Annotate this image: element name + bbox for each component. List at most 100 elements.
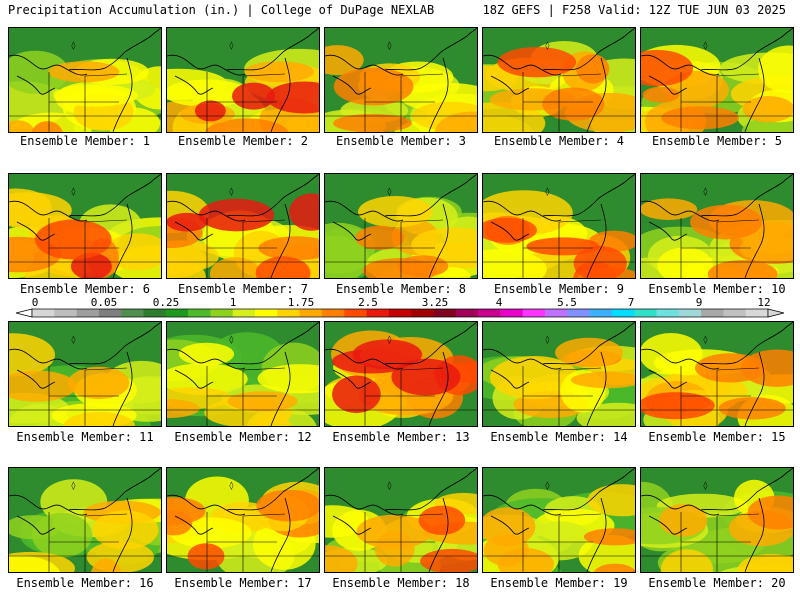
chart-title: Precipitation Accumulation (in.) | Colle… [8,3,435,17]
precipitation-map: ◊ [483,468,635,572]
state-borders [206,512,286,572]
marker-diamond-icon: ◊ [229,187,234,196]
lake-erie-ontario-outline [542,491,600,511]
marker-diamond-icon: ◊ [703,481,708,490]
marker-diamond-icon: ◊ [229,41,234,50]
ensemble-map-panel: ◊ [166,173,320,279]
precipitation-map: ◊ [9,174,161,278]
atlantic-coastline [428,497,449,572]
ensemble-member-label: Ensemble Member: 10 [648,282,786,296]
lake-erie-ontario-outline [68,51,126,71]
ensemble-map-panel: ◊ [482,321,636,427]
state-borders [680,72,760,132]
great-lakes-outline [483,348,562,370]
great-lakes-outline [641,348,720,370]
marker-diamond-icon: ◊ [545,41,550,50]
atlantic-coastline [270,497,291,572]
ensemble-member-label: Ensemble Member: 6 [19,282,151,296]
state-borders [680,218,760,278]
colorbar-swatch [411,309,434,317]
colorbar-swatch [522,309,546,317]
lake-erie-ontario-outline [700,197,758,217]
coastline-north [598,322,635,347]
ensemble-member-label: Ensemble Member: 13 [332,430,470,444]
colorbar-swatch [277,309,300,317]
marker-diamond-icon: ◊ [71,41,76,50]
state-borders [48,218,128,278]
colorbar-swatch [611,309,635,317]
marker-diamond-icon: ◊ [387,335,392,344]
coastline-north [440,468,477,493]
colorbar-swatch [366,309,390,317]
ensemble-member-label: Ensemble Member: 12 [174,430,312,444]
lake-erie-ontario-outline [226,345,284,365]
marker-diamond-icon: ◊ [71,481,76,490]
lake-michigan-outline [174,515,214,535]
ensemble-map-panel: ◊ [324,27,478,133]
precipitation-map: ◊ [641,468,793,572]
atlantic-coastline [744,57,765,132]
colorbar-tick-label: 5.5 [557,296,577,309]
lake-michigan-outline [174,369,214,389]
marker-diamond-icon: ◊ [71,335,76,344]
lake-michigan-outline [332,515,372,535]
colorbar-swatch [745,309,769,317]
marker-diamond-icon: ◊ [387,187,392,196]
coastline-north [756,28,793,53]
precipitation-map: ◊ [9,28,161,132]
ensemble-member-label: Ensemble Member: 3 [335,134,467,148]
lake-michigan-outline [16,221,56,241]
precipitation-map: ◊ [641,322,793,426]
ensemble-map-panel: ◊ [166,467,320,573]
ensemble-map-panel: ◊ [324,467,478,573]
colorbar-tick-label: 3.25 [422,296,449,309]
colorbar-left-arrow [15,308,33,318]
coastline-north [282,322,319,347]
colorbar-tick-label: 4 [496,296,503,309]
ensemble-map-panel: ◊ [482,467,636,573]
precipitation-map: ◊ [325,322,477,426]
lake-michigan-outline [648,369,688,389]
colorbar-swatch [143,309,167,317]
lake-erie-ontario-outline [226,197,284,217]
precipitation-map: ◊ [167,174,319,278]
state-borders [206,72,286,132]
ensemble-member-label: Ensemble Member: 11 [16,430,154,444]
precipitation-map: ◊ [9,322,161,426]
ensemble-member-label: Ensemble Member: 17 [174,576,312,590]
colorbar-swatch [701,309,724,317]
coastline-north [124,174,161,199]
ensemble-member-label: Ensemble Member: 16 [16,576,154,590]
colorbar-tick-label: 9 [696,296,703,309]
atlantic-coastline [112,57,133,132]
state-borders [364,218,444,278]
colorbar-swatch [478,309,501,317]
ensemble-map-panel: ◊ [8,467,162,573]
great-lakes-outline [167,54,246,76]
ensemble-map-panel: ◊ [482,173,636,279]
great-lakes-outline [641,200,720,222]
colorbar-swatch [210,309,234,317]
coastline-north [440,174,477,199]
colorbar-swatch [121,309,144,317]
colorbar-tick-label: 0.25 [153,296,180,309]
ensemble-map-panel: ◊ [640,467,794,573]
colorbar-swatch [54,309,77,317]
ensemble-member-label: Ensemble Member: 4 [493,134,625,148]
colorbar-tick-label: 1.75 [288,296,315,309]
coastline-north [598,28,635,53]
lake-michigan-outline [16,515,56,535]
great-lakes-outline [641,54,720,76]
atlantic-coastline [586,497,607,572]
colorbar-swatch [165,309,189,317]
atlantic-coastline [112,497,133,572]
ensemble-member-label: Ensemble Member: 5 [651,134,783,148]
state-borders [522,512,602,572]
atlantic-coastline [586,351,607,426]
lake-erie-ontario-outline [68,345,126,365]
colorbar-swatch [255,309,278,317]
lake-erie-ontario-outline [384,197,442,217]
precipitation-map: ◊ [325,174,477,278]
state-borders [522,72,602,132]
state-borders [364,512,444,572]
